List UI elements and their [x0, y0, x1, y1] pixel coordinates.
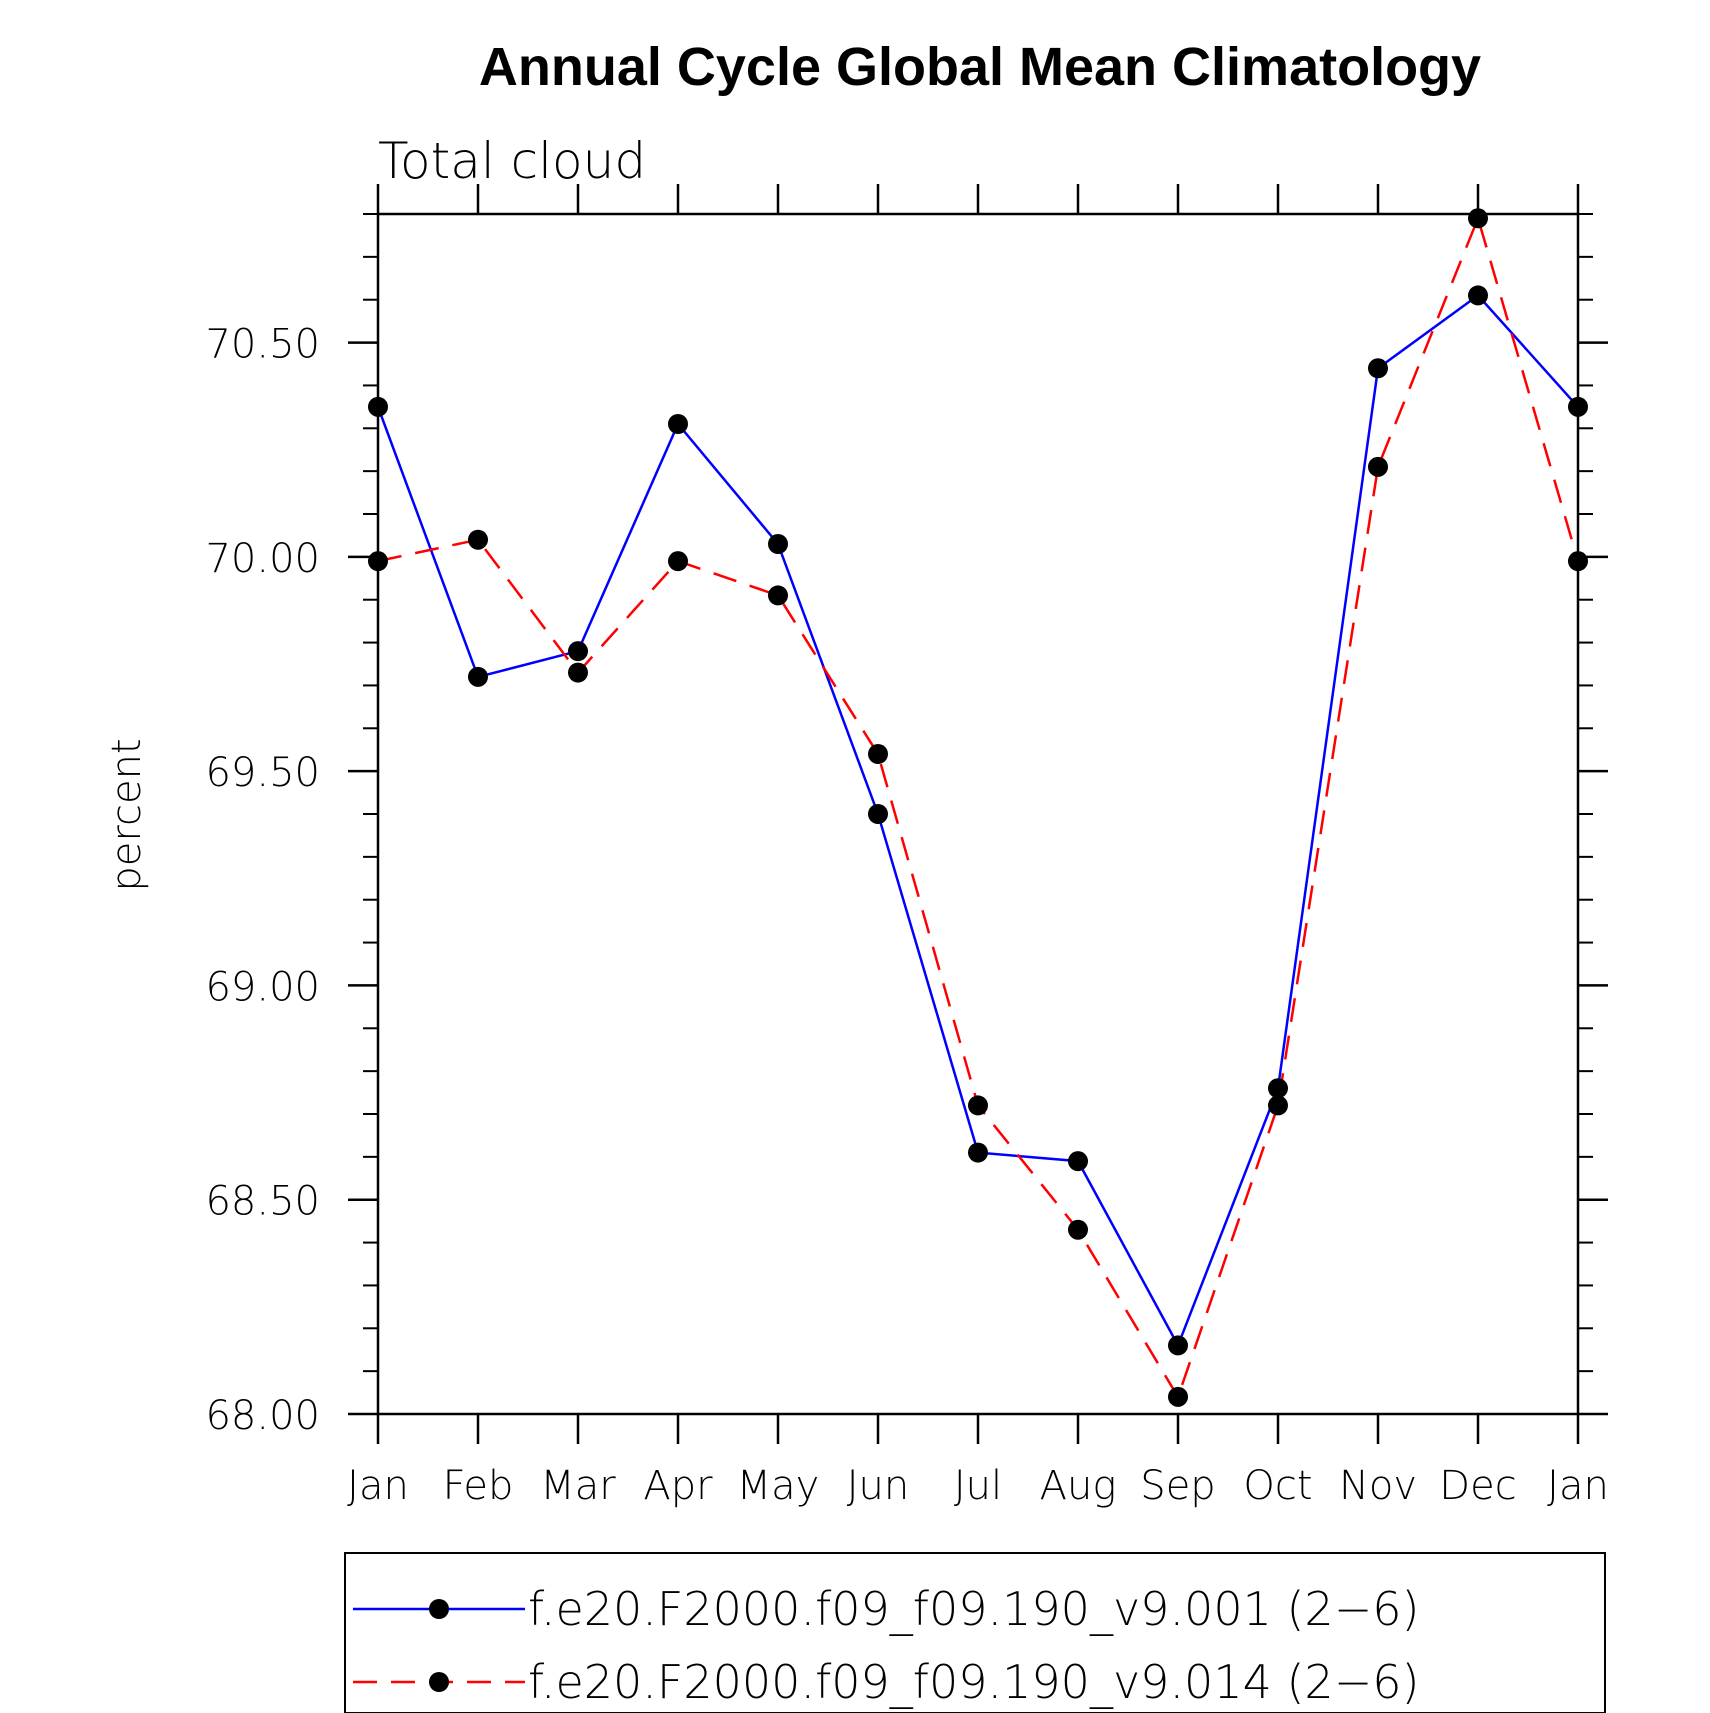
chart-title: Annual Cycle Global Mean Climatology — [479, 37, 1481, 97]
series-1-point — [468, 666, 488, 687]
x-tick-label: Jul — [954, 1463, 1002, 1509]
x-tick-label: Nov — [1339, 1463, 1417, 1509]
plot-frame — [376, 212, 1580, 1416]
series-2-point — [368, 551, 388, 572]
legend-box — [344, 1552, 1606, 1713]
x-tick-label: May — [737, 1463, 820, 1509]
y-tick-label: 70.50 — [205, 322, 320, 368]
series-1-point — [568, 641, 588, 662]
x-tick-label: Dec — [1439, 1463, 1516, 1509]
x-tick-label: Sep — [1140, 1463, 1215, 1509]
y-tick-label: 69.50 — [205, 750, 320, 796]
series-2-point — [768, 585, 788, 606]
series-layer — [368, 208, 1588, 1407]
series-1-point — [368, 396, 388, 417]
x-tick-label: Aug — [1040, 1463, 1117, 1509]
series-1-point — [768, 534, 788, 554]
series-2-point — [1268, 1095, 1288, 1116]
series-1-point — [1368, 358, 1388, 379]
series-2-point — [868, 744, 888, 764]
series-2-point — [1168, 1386, 1188, 1407]
series-1-point — [668, 414, 688, 434]
series-2-point — [968, 1095, 988, 1116]
series-1-point — [1168, 1335, 1188, 1356]
series-1-point — [1268, 1078, 1288, 1099]
series-2-point — [1568, 551, 1588, 572]
series-2-point — [1468, 208, 1488, 229]
series-line-1 — [376, 293, 1579, 1349]
x-tick-label: Jan — [347, 1463, 409, 1509]
y-tick-label: 68.00 — [205, 1393, 320, 1439]
x-tick-label: Apr — [643, 1463, 713, 1509]
y-axis-label: percent — [104, 738, 150, 891]
series-2-point — [568, 662, 588, 683]
legend-marker-1 — [429, 1599, 449, 1619]
legend: f.e20.F2000.f09_f09.190_v9.001 (2−6) f.e2… — [344, 1552, 1606, 1713]
x-tick-label: Mar — [540, 1463, 616, 1509]
series-2-point — [468, 529, 488, 550]
series-1-point — [1568, 396, 1588, 417]
x-tick-label: Jan — [1547, 1463, 1609, 1509]
series-2-point — [1368, 456, 1388, 477]
series-2-point — [668, 551, 688, 572]
legend-entry-1: f.e20.F2000.f09_f09.190_v9.001 (2−6) — [528, 1582, 1419, 1636]
y-tick-label: 68.50 — [205, 1179, 320, 1225]
series-2-point — [1068, 1219, 1088, 1240]
series-1-point — [868, 804, 888, 824]
plot-axes: Jan Feb Mar Apr May Jun Jul Aug Sep Oct Nov Dec Jan 6… — [205, 184, 1609, 1509]
x-tick-label: Jun — [847, 1463, 910, 1509]
series-1-point — [1468, 285, 1488, 306]
y-tick-label: 70.00 — [205, 536, 320, 582]
x-tick-label: Feb — [443, 1463, 514, 1509]
y-tick-label: 69.00 — [205, 964, 320, 1010]
series-line-2 — [377, 214, 1580, 1400]
x-tick-label: Oct — [1243, 1463, 1312, 1509]
legend-marker-2 — [429, 1672, 449, 1692]
series-1-point — [968, 1142, 988, 1163]
series-1-point — [1068, 1151, 1088, 1172]
legend-entry-2: f.e20.F2000.f09_f09.190_v9.014 (2−6) — [528, 1655, 1419, 1709]
chart-subtitle: Total cloud — [378, 132, 646, 190]
